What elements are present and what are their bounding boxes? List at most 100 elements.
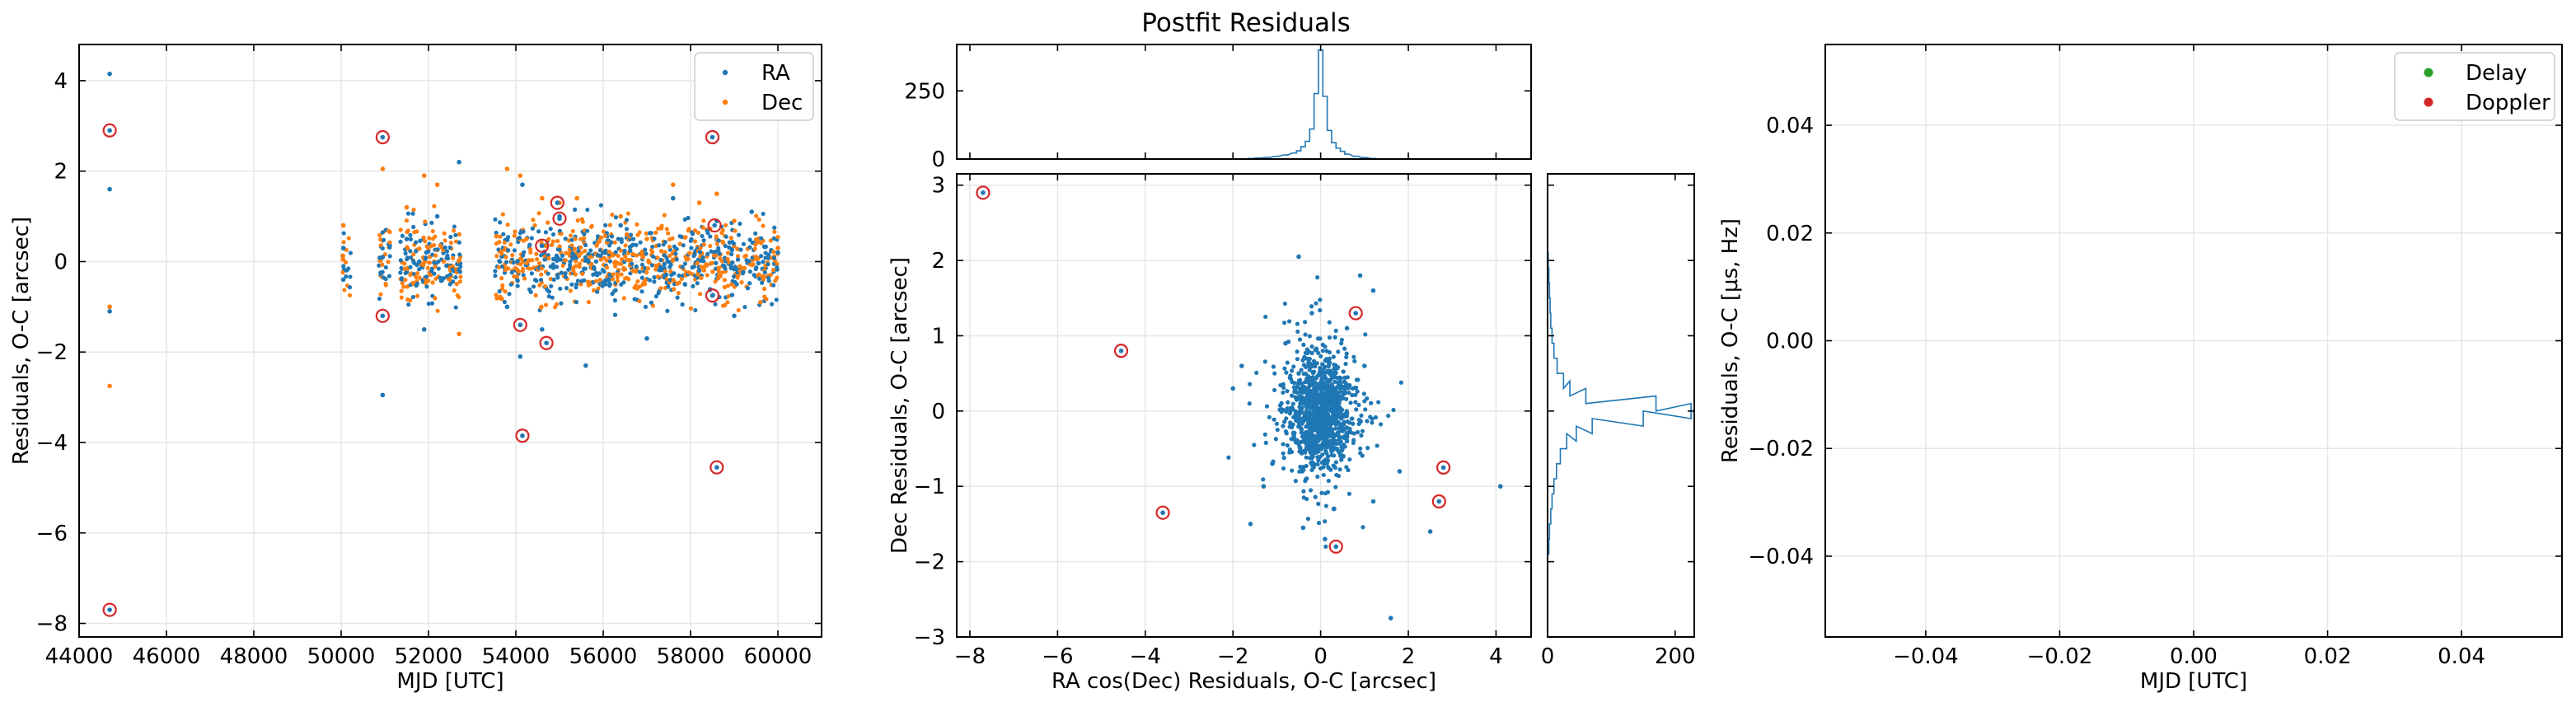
ra-point — [637, 269, 642, 274]
legend-marker-dec — [722, 99, 728, 105]
residual-point — [1308, 488, 1314, 493]
ra-point — [444, 263, 449, 269]
outlier-marker — [710, 460, 724, 475]
residual-point — [1291, 436, 1296, 441]
ra-point — [528, 289, 533, 295]
residual-point — [1314, 301, 1318, 306]
dec-point — [435, 308, 440, 313]
dec-point — [729, 282, 734, 287]
ra-point — [701, 238, 706, 243]
ra-point — [674, 246, 679, 251]
ra-point — [671, 195, 676, 201]
axes-frame — [78, 44, 822, 638]
outlier-point — [107, 607, 112, 612]
residual-point — [1328, 372, 1333, 377]
dec-point — [686, 250, 692, 255]
residual-point — [1335, 392, 1340, 398]
residual-point — [1348, 400, 1353, 405]
ra-point — [701, 259, 706, 264]
ra-point — [421, 326, 427, 332]
ra-point — [643, 304, 649, 309]
dec-point — [612, 240, 617, 245]
residual-point — [1342, 422, 1347, 427]
residual-point — [1325, 435, 1330, 440]
dec-point — [448, 240, 454, 246]
dec-point — [637, 230, 642, 235]
ra-point — [548, 227, 553, 232]
dec-point — [518, 173, 523, 178]
residual-point — [1355, 389, 1360, 394]
dec-point — [430, 280, 435, 285]
y-tick-label: 0 — [931, 400, 945, 424]
ra-point — [436, 266, 441, 271]
ra-point — [649, 263, 655, 268]
residual-point — [1316, 350, 1321, 355]
ra-point — [598, 203, 603, 208]
dec-point — [756, 272, 761, 277]
residual-point — [1328, 447, 1333, 452]
ra-point — [717, 251, 722, 256]
residual-point — [1375, 443, 1379, 448]
residual-point — [1323, 438, 1328, 443]
dec-point — [536, 260, 542, 266]
residual-point — [1275, 427, 1280, 433]
residual-point — [1323, 544, 1328, 549]
residual-point — [1290, 407, 1295, 412]
dec-point — [417, 246, 422, 251]
dec-point — [708, 243, 713, 249]
data-cloud — [1226, 275, 1403, 549]
residual-point — [1344, 325, 1350, 331]
residual-point — [1344, 396, 1349, 401]
outlier-marker — [705, 288, 720, 303]
dec-point — [538, 305, 544, 311]
residual-point — [1290, 380, 1295, 385]
dec-point — [768, 272, 774, 277]
dec-point — [503, 255, 508, 260]
dec-point — [528, 250, 533, 255]
dec-point — [770, 267, 776, 273]
dec-point — [577, 253, 582, 258]
dec-point — [758, 300, 763, 305]
residual-point — [1342, 411, 1348, 417]
dec-point — [670, 257, 676, 262]
ra-point — [406, 302, 411, 307]
residual-point — [1296, 254, 1301, 260]
dec-point — [598, 235, 604, 240]
ra-point — [763, 255, 768, 260]
dec-point — [597, 277, 602, 283]
dec-point — [107, 304, 112, 310]
residual-point — [1339, 341, 1344, 346]
residual-point — [1342, 435, 1347, 441]
y-tick-label: 1 — [931, 324, 945, 349]
x-tick-label: −8 — [954, 644, 986, 669]
ra-point — [498, 259, 503, 265]
x-tick-label: 52000 — [395, 644, 463, 669]
ra-point — [682, 282, 687, 287]
ra-point — [515, 259, 520, 264]
residual-point — [1300, 525, 1306, 531]
dec-point — [451, 228, 457, 233]
dec-point — [578, 245, 583, 250]
ra-point — [652, 274, 657, 280]
dec-point — [539, 272, 544, 277]
dec-point — [726, 293, 731, 299]
dec-point — [775, 275, 780, 280]
residual-point — [1311, 363, 1316, 368]
dec-point — [514, 274, 520, 279]
dec-point — [762, 274, 767, 279]
residual-point — [1378, 422, 1384, 427]
dec-point — [625, 232, 630, 236]
outlier-marker — [705, 129, 720, 145]
ra-point — [607, 259, 612, 264]
dec-point — [655, 255, 660, 260]
outlier-point — [555, 200, 560, 205]
ra-point — [445, 253, 450, 258]
residual-point — [1267, 414, 1272, 419]
dec-point — [659, 223, 664, 228]
ra-point — [567, 263, 573, 268]
residual-point — [1357, 273, 1363, 279]
y-tick-label: 2 — [54, 160, 68, 185]
ra-point — [383, 276, 388, 282]
dec-point — [637, 298, 642, 304]
outlier-marker — [1431, 494, 1446, 509]
